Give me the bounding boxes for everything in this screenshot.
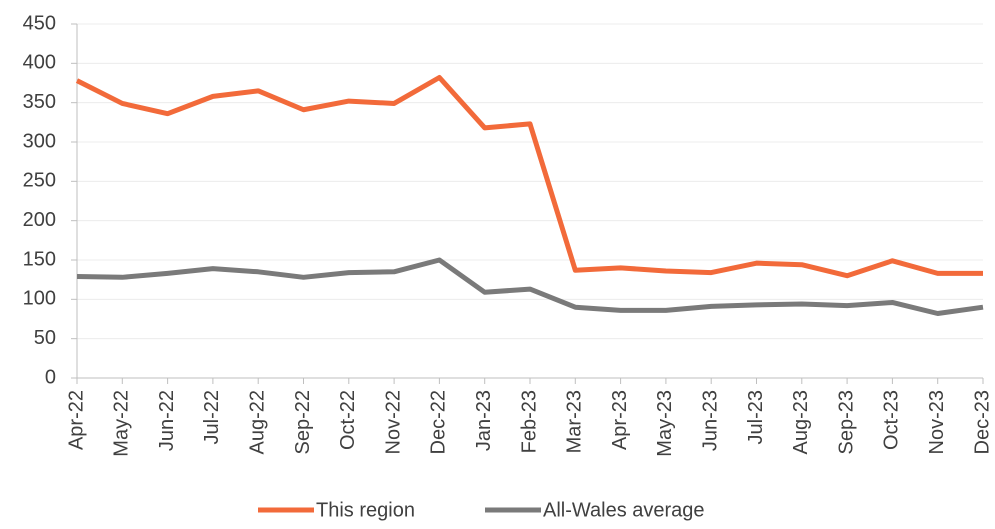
x-tick-label: Nov-23 [926,390,948,454]
y-tick-label: 250 [23,170,56,192]
x-tick-label: Mar-23 [564,390,586,453]
x-tick-label: Aug-22 [246,390,268,455]
x-tick-label: May-22 [111,390,133,457]
y-tick-label: 50 [34,327,56,349]
y-tick-label: 400 [23,52,56,74]
y-tick-label: 200 [23,209,56,231]
x-tick-label: Apr-23 [609,390,631,450]
y-tick-label: 100 [23,288,56,310]
x-tick-label: May-23 [654,390,676,457]
y-tick-label: 450 [23,12,56,34]
series-line [75,74,983,279]
y-tick-label: 0 [45,366,56,388]
x-tick-label: Oct-23 [881,390,903,450]
x-tick-label: Dec-22 [428,390,450,454]
x-tick-label: Jun-23 [699,390,721,451]
x-tick-label: Apr-22 [65,390,87,450]
x-tick-label: Oct-22 [337,390,359,450]
x-tick-label: Jan-23 [473,390,495,451]
x-tick-label: Jul-23 [745,390,767,444]
y-tick-label: 150 [23,248,56,270]
series-line [76,257,984,316]
x-tick-label: Feb-23 [518,390,540,453]
y-tick-label: 350 [23,91,56,113]
x-tick-label: Dec-23 [971,390,993,454]
legend-label: This region [316,499,415,521]
x-tick-label: Aug-23 [790,390,812,455]
y-tick-label: 300 [23,130,56,152]
legend-label: All-Wales average [543,499,705,521]
x-tick-label: Jul-22 [201,390,223,444]
x-tick-label: Nov-22 [382,390,404,454]
x-tick-label: Sep-23 [835,390,857,455]
x-tick-label: Jun-22 [156,390,178,451]
x-tick-label: Sep-22 [292,390,314,455]
